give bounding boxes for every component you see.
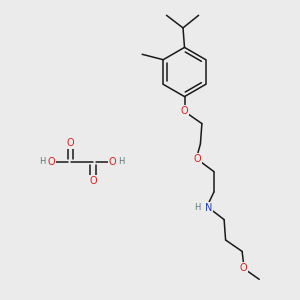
Text: N: N	[205, 202, 212, 213]
Text: O: O	[89, 176, 97, 186]
Text: O: O	[181, 106, 188, 116]
Text: H: H	[194, 203, 200, 212]
Text: O: O	[67, 138, 74, 148]
Text: H: H	[118, 158, 125, 166]
Text: O: O	[240, 263, 248, 273]
Text: O: O	[47, 157, 55, 167]
Text: H: H	[39, 158, 45, 166]
Text: O: O	[194, 154, 201, 164]
Text: O: O	[109, 157, 116, 167]
